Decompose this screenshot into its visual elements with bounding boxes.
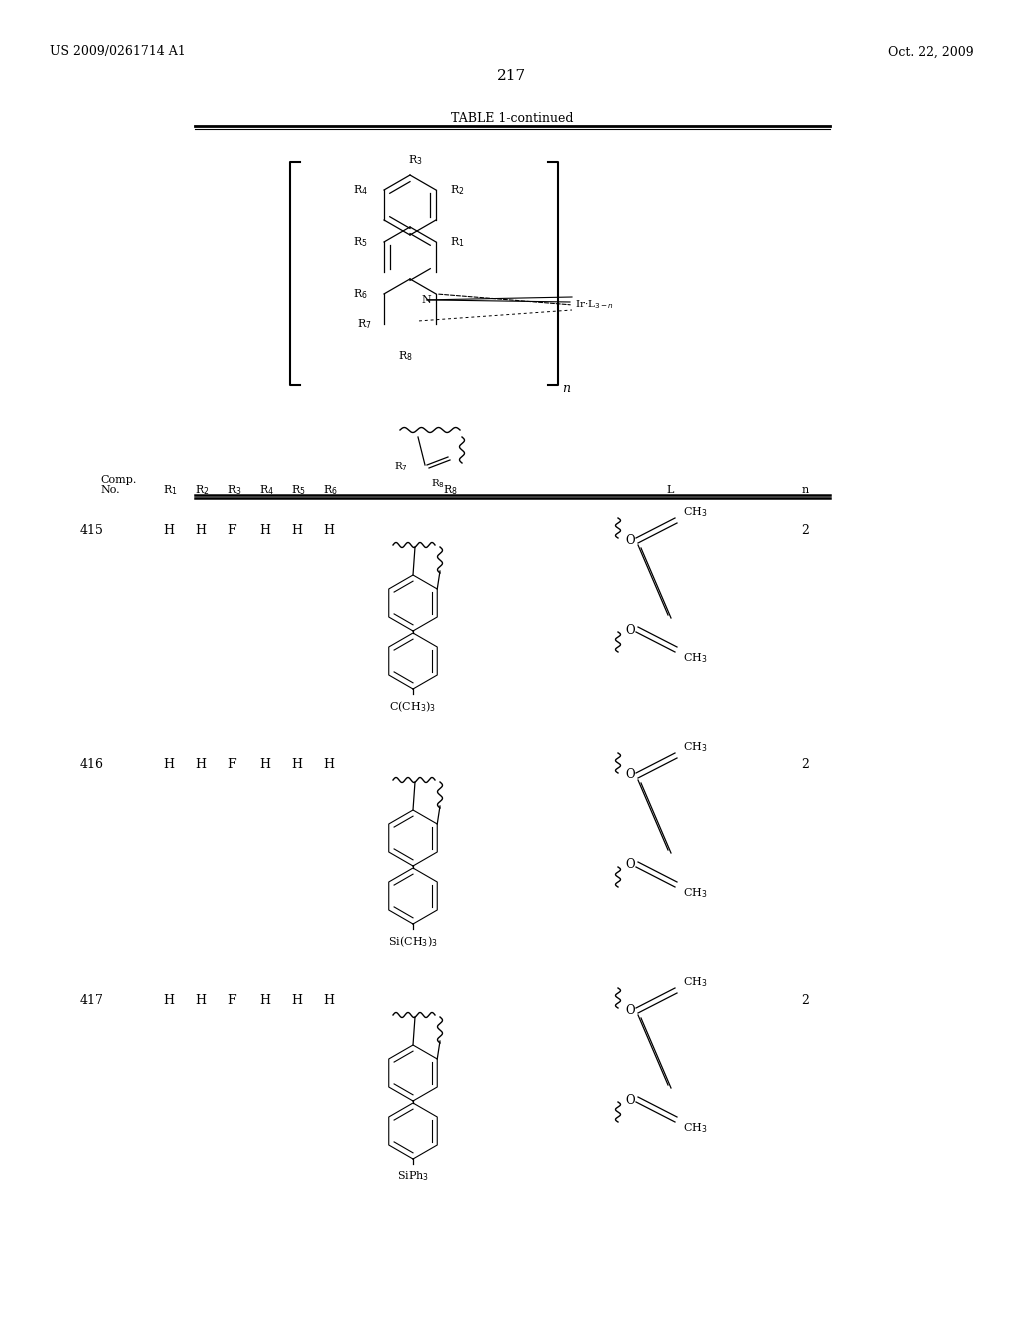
Text: F: F — [227, 524, 236, 536]
Text: Oct. 22, 2009: Oct. 22, 2009 — [889, 45, 974, 58]
Text: O: O — [626, 623, 635, 636]
Text: 2: 2 — [801, 759, 809, 771]
Text: H: H — [291, 524, 302, 536]
Text: 217: 217 — [498, 69, 526, 83]
Text: R$_3$: R$_3$ — [227, 483, 242, 496]
Text: H: H — [163, 524, 174, 536]
Text: H: H — [163, 994, 174, 1006]
Text: 416: 416 — [80, 759, 104, 771]
Text: N: N — [422, 294, 431, 305]
Text: R$_8$: R$_8$ — [431, 477, 445, 490]
Text: H: H — [259, 994, 270, 1006]
Text: Comp.: Comp. — [100, 475, 136, 484]
Text: O: O — [626, 768, 635, 781]
Text: H: H — [195, 994, 206, 1006]
Text: O: O — [626, 1093, 635, 1106]
Text: F: F — [227, 759, 236, 771]
Text: C(CH$_3$)$_3$: C(CH$_3$)$_3$ — [389, 700, 436, 714]
Text: US 2009/0261714 A1: US 2009/0261714 A1 — [50, 45, 185, 58]
Text: H: H — [195, 524, 206, 536]
Text: CH$_3$: CH$_3$ — [683, 741, 708, 754]
Text: O: O — [626, 533, 635, 546]
Text: Ir·L$_{3-n}$: Ir·L$_{3-n}$ — [575, 298, 614, 312]
Text: H: H — [323, 994, 334, 1006]
Text: R$_4$: R$_4$ — [353, 183, 368, 197]
Text: R$_5$: R$_5$ — [291, 483, 306, 496]
Text: H: H — [323, 524, 334, 536]
Text: CH$_3$: CH$_3$ — [683, 651, 708, 665]
Text: n: n — [802, 484, 809, 495]
Text: 2: 2 — [801, 524, 809, 536]
Text: R$_8$: R$_8$ — [442, 483, 458, 496]
Text: L: L — [667, 484, 674, 495]
Text: 415: 415 — [80, 524, 103, 536]
Text: H: H — [259, 759, 270, 771]
Text: H: H — [323, 759, 334, 771]
Text: R$_3$: R$_3$ — [408, 153, 422, 168]
Text: 417: 417 — [80, 994, 103, 1006]
Text: R$_6$: R$_6$ — [323, 483, 338, 496]
Text: Si(CH$_3$)$_3$: Si(CH$_3$)$_3$ — [388, 935, 438, 949]
Text: H: H — [195, 759, 206, 771]
Text: R$_7$: R$_7$ — [357, 317, 372, 331]
Text: O: O — [626, 858, 635, 871]
Text: CH$_3$: CH$_3$ — [683, 1121, 708, 1135]
Text: R$_2$: R$_2$ — [195, 483, 210, 496]
Text: R$_1$: R$_1$ — [450, 235, 465, 249]
Text: R$_2$: R$_2$ — [450, 183, 465, 197]
Text: 2: 2 — [801, 994, 809, 1006]
Text: H: H — [259, 524, 270, 536]
Text: R$_1$: R$_1$ — [163, 483, 178, 496]
Text: F: F — [227, 994, 236, 1006]
Text: R$_4$: R$_4$ — [259, 483, 274, 496]
Text: H: H — [291, 759, 302, 771]
Text: No.: No. — [100, 484, 120, 495]
Text: CH$_3$: CH$_3$ — [683, 506, 708, 519]
Text: R$_8$: R$_8$ — [397, 348, 413, 363]
Text: CH$_3$: CH$_3$ — [683, 975, 708, 989]
Text: H: H — [163, 759, 174, 771]
Text: R$_6$: R$_6$ — [353, 286, 368, 301]
Text: H: H — [291, 994, 302, 1006]
Text: CH$_3$: CH$_3$ — [683, 886, 708, 900]
Text: TABLE 1-continued: TABLE 1-continued — [451, 111, 573, 124]
Text: n: n — [562, 383, 570, 396]
Text: O: O — [626, 1003, 635, 1016]
Text: SiPh$_3$: SiPh$_3$ — [397, 1170, 429, 1183]
Text: R$_5$: R$_5$ — [353, 235, 368, 249]
Text: R$_7$: R$_7$ — [394, 461, 408, 474]
